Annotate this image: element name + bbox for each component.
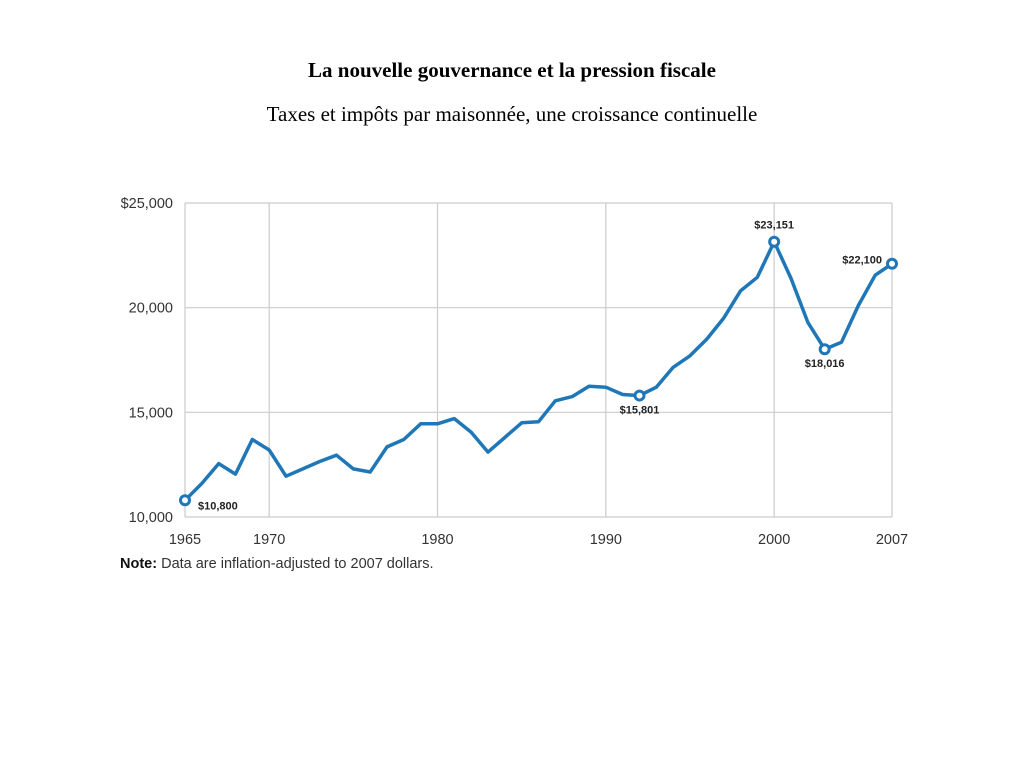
x-tick-label: 2007 — [876, 532, 908, 548]
x-tick-label: 1965 — [169, 532, 201, 548]
chart-note: Note: Data are inflation-adjusted to 200… — [120, 556, 434, 572]
data-point-marker — [886, 257, 898, 270]
data-label: $22,100 — [842, 255, 882, 267]
note-label: Note: — [120, 556, 158, 572]
data-point-marker — [818, 343, 831, 356]
data-label: $18,016 — [805, 358, 845, 370]
data-point-marker — [768, 235, 781, 248]
series-line — [183, 239, 894, 503]
annotations: $10,800 $15,801 $23,151 $18,016 $22,100 — [179, 220, 898, 512]
grid-lines — [184, 202, 893, 518]
y-tick-label: $25,000 — [121, 196, 173, 212]
x-tick-label: 1970 — [253, 532, 285, 548]
x-tick-label: 1980 — [421, 532, 453, 548]
x-tick-label: 2000 — [758, 532, 790, 548]
y-tick-label: 15,000 — [129, 405, 173, 421]
chart-title: La nouvelle gouvernance et la pression f… — [308, 58, 716, 82]
data-point-marker — [633, 389, 646, 402]
x-tick-label: 1990 — [590, 532, 622, 548]
y-tick-label: 20,000 — [129, 301, 173, 317]
data-label: $15,801 — [620, 405, 660, 417]
y-tick-label: 10,000 — [129, 510, 173, 526]
note-text: Data are inflation-adjusted to 2007 doll… — [157, 556, 434, 572]
data-point-marker — [179, 494, 191, 507]
series-group — [183, 239, 894, 503]
axis-labels: 10,000 15,000 20,000 $25,000 1965 1970 1980 199… — [121, 196, 909, 548]
data-label: $10,800 — [198, 500, 238, 512]
chart-subtitle: Taxes et impôts par maisonnée, une crois… — [266, 102, 758, 126]
data-label: $23,151 — [754, 220, 794, 232]
